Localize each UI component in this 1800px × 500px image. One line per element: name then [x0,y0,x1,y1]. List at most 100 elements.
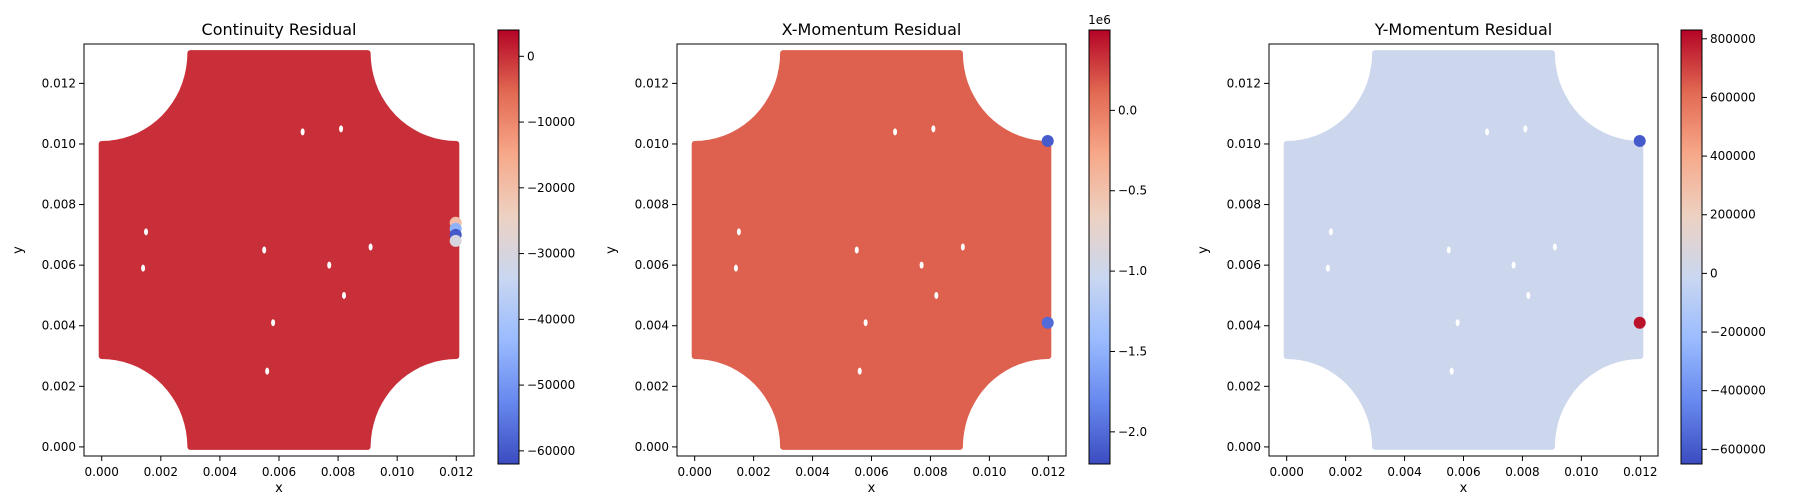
x-tick-label: 0.000 [1270,465,1304,479]
colorbar: 0 −10000 −20000 −30000 −40000 −50000 −60000 [497,29,575,465]
chart-title: Continuity Residual [202,20,357,39]
x-tick-label: 0.012 [1031,465,1065,479]
x-tick-label: 0.006 [854,465,888,479]
x-tick-label: 0.002 [1328,465,1362,479]
x-tick-label: 0.002 [736,465,770,479]
scatter-point [1041,316,1054,329]
y-tick-label: 0.008 [635,198,669,212]
scatter-field [1283,50,1644,450]
x-tick-label: 0.006 [262,465,296,479]
x-axis-label: x [868,481,876,496]
y-tick-label: 0.000 [1227,440,1261,454]
colorbar-tick-label: 0 [527,49,535,63]
y-tick-label: 0.000 [42,440,76,454]
colorbar: 0.0 −0.5 −1.0 −1.5 −2.0 1e6 [1088,13,1147,465]
scatter-gap [1449,367,1454,375]
y-tick-label: 0.006 [1227,258,1261,272]
scatter-gap [1523,125,1528,133]
x-tick-label: 0.004 [1387,465,1421,479]
colorbar-tick-label: −1.0 [1118,264,1147,278]
scatter-gap [736,228,741,236]
colorbar-tick-label: −2.0 [1118,425,1147,439]
colorbar-tick-label: 200000 [1710,208,1756,222]
colorbar-tick-label: −0.5 [1118,184,1147,198]
scatter-gap [1485,128,1490,136]
scatter-gap [1325,264,1330,272]
y-axis-label: y [604,246,619,254]
scatter-gap [1455,319,1460,327]
colorbar-tick-label: −400000 [1710,384,1766,398]
x-tick-label: 0.010 [1564,465,1598,479]
scatter-gap [265,367,270,375]
colorbar-gradient [1088,29,1111,465]
y-tick-label: 0.000 [635,440,669,454]
scatter-gap [960,243,965,251]
scatter-gap [733,264,738,272]
x-axis-label: x [275,481,283,496]
scatter-gap [934,291,939,299]
x-tick-label: 0.008 [321,465,355,479]
scatter-gap [1446,246,1451,254]
scatter-gap [327,261,332,269]
chart-title: X-Momentum Residual [782,20,962,39]
x-tick-label: 0.010 [380,465,414,479]
colorbar-offset-label: 1e6 [1088,13,1111,27]
colorbar-tick-label: −60000 [527,444,575,458]
y-axis-label: y [11,246,26,254]
scatter-gap [271,319,276,327]
y-tick-label: 0.002 [42,379,76,393]
colorbar-tick-label: 800000 [1710,32,1756,46]
scatter-gap [919,261,924,269]
chart-panel-2: 0.000 0.002 0.004 0.006 0.008 0.010 0.012 0.000… [604,13,1147,496]
scatter-gap [1328,228,1333,236]
y-tick-label: 0.012 [1227,76,1261,90]
y-axis-label: y [1196,246,1211,254]
scatter-gap [1526,291,1531,299]
scatter-gap [300,128,305,136]
colorbar-tick-label: −200000 [1710,325,1766,339]
scatter-gap [141,264,146,272]
y-tick-label: 0.004 [42,319,76,333]
x-tick-label: 0.010 [972,465,1006,479]
x-tick-label: 0.012 [439,465,473,479]
scatter-gap [931,125,936,133]
y-tick-label: 0.008 [1227,198,1261,212]
scatter-point [1633,316,1646,329]
y-tick-label: 0.010 [1227,137,1261,151]
x-tick-label: 0.008 [913,465,947,479]
x-tick-label: 0.004 [795,465,829,479]
colorbar-tick-label: −1.5 [1118,344,1147,358]
scatter-gap [342,291,346,299]
scatter-gap [262,246,267,254]
colorbar-tick-label: 600000 [1710,90,1756,104]
scatter-field [691,50,1052,450]
scatter-gap [893,128,898,136]
x-tick-label: 0.006 [1446,465,1480,479]
x-tick-label: 0.002 [144,465,178,479]
y-tick-label: 0.010 [42,137,76,151]
y-tick-label: 0.002 [1227,379,1261,393]
scatter-point [1041,134,1054,147]
y-tick-label: 0.012 [42,76,76,90]
y-tick-label: 0.002 [635,379,669,393]
y-tick-label: 0.004 [1227,319,1261,333]
colorbar-gradient [497,29,520,465]
x-tick-label: 0.008 [1505,465,1539,479]
y-tick-label: 0.006 [42,258,76,272]
colorbar-gradient [1680,29,1703,465]
scatter-gap [863,319,868,327]
y-tick-label: 0.004 [635,319,669,333]
scatter-field [98,50,460,450]
y-tick-label: 0.006 [635,258,669,272]
colorbar-tick-label: −40000 [527,312,575,326]
colorbar-tick-label: 400000 [1710,149,1756,163]
scatter-gap [1511,261,1516,269]
chart-title: Y-Momentum Residual [1374,20,1552,39]
scatter-point [449,234,462,247]
colorbar-tick-label: −30000 [527,247,575,261]
y-tick-label: 0.008 [42,198,76,212]
x-tick-label: 0.000 [85,465,119,479]
colorbar-tick-label: 0 [1710,266,1718,280]
y-tick-label: 0.010 [635,137,669,151]
